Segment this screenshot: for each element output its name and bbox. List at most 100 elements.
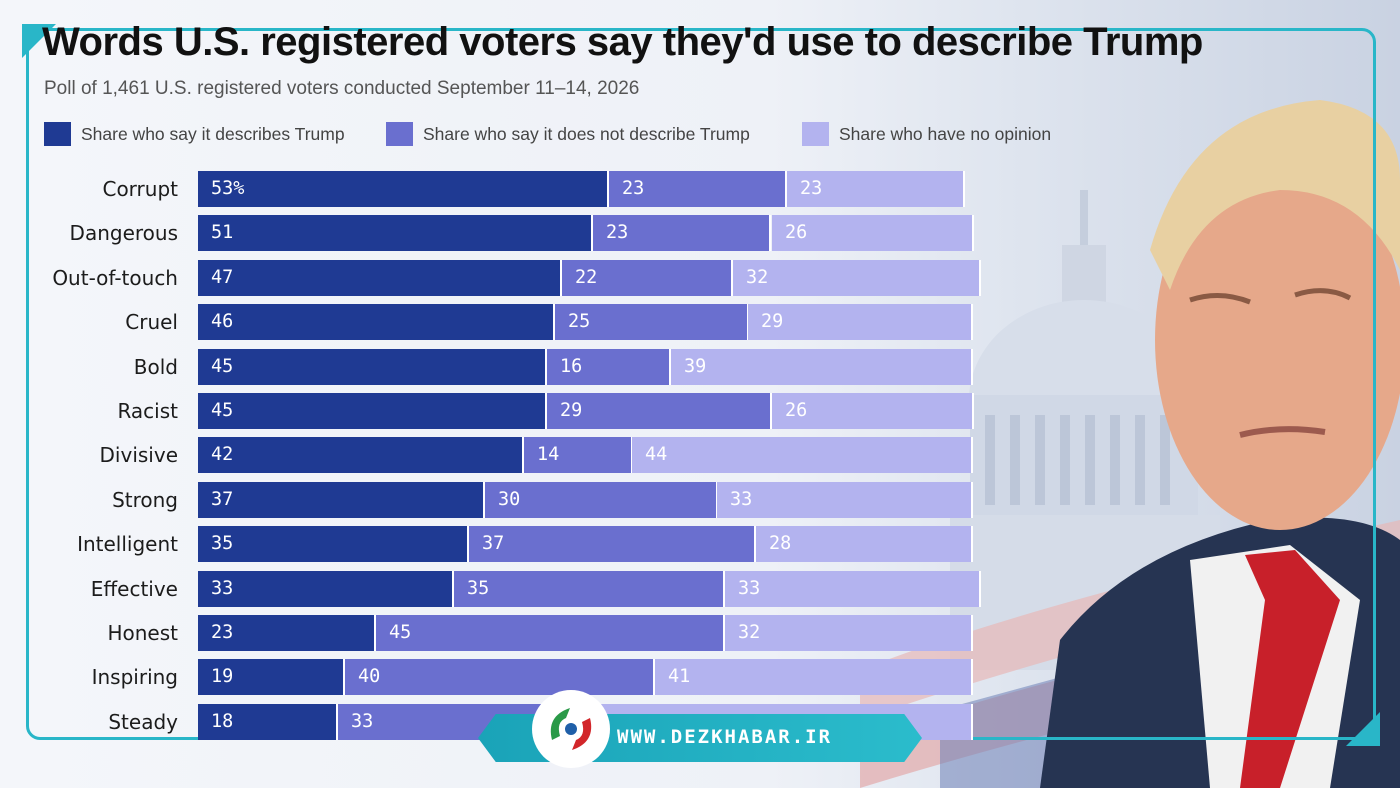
data-label-divisive-no-opinion: 44 bbox=[645, 444, 668, 465]
data-label-bold-no-opinion: 39 bbox=[684, 356, 707, 377]
bar-segment-cruel-does-not-describe: 25 bbox=[555, 304, 749, 340]
legend-swatch-no-opinion bbox=[802, 122, 829, 146]
bar-segment-effective-does-not-describe: 35 bbox=[454, 571, 725, 607]
data-label-racist-does-not-describe: 29 bbox=[560, 400, 583, 421]
bar-segment-out-of-touch-does-not-describe: 22 bbox=[562, 260, 733, 296]
bar-segment-out-of-touch-no-opinion: 32 bbox=[733, 260, 981, 296]
data-label-cruel-describes: 46 bbox=[211, 311, 234, 332]
legend-swatch-describes bbox=[44, 122, 71, 146]
bar-segment-corrupt-describes: 53% bbox=[198, 171, 609, 207]
category-label-honest: Honest bbox=[107, 621, 178, 645]
data-label-racist-no-opinion: 26 bbox=[785, 400, 808, 421]
bar-segment-cruel-no-opinion: 29 bbox=[748, 304, 973, 340]
data-label-dangerous-describes: 51 bbox=[211, 222, 234, 243]
bar-segment-dangerous-does-not-describe: 23 bbox=[593, 215, 771, 251]
bar-segment-divisive-no-opinion: 44 bbox=[632, 437, 973, 473]
bar-segment-racist-describes: 45 bbox=[198, 393, 547, 429]
bar-segment-honest-no-opinion: 32 bbox=[725, 615, 973, 651]
data-label-inspiring-describes: 19 bbox=[211, 666, 234, 687]
category-label-cruel: Cruel bbox=[125, 310, 178, 334]
legend-label-no-opinion: Share who have no opinion bbox=[839, 123, 1052, 144]
bar-segment-bold-describes: 45 bbox=[198, 349, 547, 385]
bar-segment-corrupt-no-opinion: 23 bbox=[787, 171, 965, 207]
bar-segment-bold-no-opinion: 39 bbox=[671, 349, 973, 385]
category-label-effective: Effective bbox=[90, 577, 178, 601]
legend-item-does-not-describe: Share who say it does not describe Trump bbox=[386, 122, 750, 146]
data-label-steady-describes: 18 bbox=[211, 711, 234, 732]
legend-item-describes: Share who say it describes Trump bbox=[44, 122, 345, 146]
data-label-divisive-does-not-describe: 14 bbox=[537, 444, 560, 465]
data-label-dangerous-no-opinion: 26 bbox=[785, 222, 808, 243]
data-label-honest-no-opinion: 32 bbox=[738, 622, 761, 643]
website-url[interactable]: WWW.DEZKHABAR.IR bbox=[617, 726, 833, 748]
bar-segment-inspiring-no-opinion: 41 bbox=[655, 659, 973, 695]
bar-segment-intelligent-no-opinion: 28 bbox=[756, 526, 973, 562]
data-label-intelligent-does-not-describe: 37 bbox=[482, 533, 505, 554]
data-label-strong-no-opinion: 33 bbox=[730, 489, 753, 510]
data-label-strong-describes: 37 bbox=[211, 489, 234, 510]
trump-portrait-image bbox=[1040, 100, 1400, 788]
data-label-inspiring-no-opinion: 41 bbox=[668, 666, 691, 687]
bar-segment-strong-describes: 37 bbox=[198, 482, 485, 518]
data-label-corrupt-describes: 53% bbox=[211, 178, 245, 199]
data-label-effective-describes: 33 bbox=[211, 578, 234, 599]
bar-segment-bold-does-not-describe: 16 bbox=[547, 349, 671, 385]
bar-segment-steady-describes: 18 bbox=[198, 704, 338, 740]
category-label-intelligent: Intelligent bbox=[77, 532, 178, 556]
data-label-honest-does-not-describe: 45 bbox=[389, 622, 412, 643]
bar-segment-strong-does-not-describe: 30 bbox=[485, 482, 718, 518]
data-label-intelligent-describes: 35 bbox=[211, 533, 234, 554]
chart-subtitle: Poll of 1,461 U.S. registered voters con… bbox=[44, 78, 640, 99]
data-label-honest-describes: 23 bbox=[211, 622, 234, 643]
data-label-effective-no-opinion: 33 bbox=[738, 578, 761, 599]
bar-segment-intelligent-describes: 35 bbox=[198, 526, 469, 562]
chart-title: Words U.S. registered voters say they'd … bbox=[42, 20, 1203, 64]
bar-segment-honest-does-not-describe: 45 bbox=[376, 615, 725, 651]
bar-segment-dangerous-no-opinion: 26 bbox=[772, 215, 974, 251]
data-label-cruel-no-opinion: 29 bbox=[761, 311, 784, 332]
bar-segment-out-of-touch-describes: 47 bbox=[198, 260, 562, 296]
category-label-steady: Steady bbox=[108, 710, 178, 734]
bar-segment-effective-describes: 33 bbox=[198, 571, 454, 607]
data-label-inspiring-does-not-describe: 40 bbox=[358, 666, 381, 687]
bar-segment-strong-no-opinion: 33 bbox=[717, 482, 973, 518]
data-label-cruel-does-not-describe: 25 bbox=[568, 311, 591, 332]
category-label-out-of-touch: Out-of-touch bbox=[52, 266, 178, 290]
data-label-out-of-touch-no-opinion: 32 bbox=[746, 267, 769, 288]
legend-label-does-not-describe: Share who say it does not describe Trump bbox=[423, 123, 750, 144]
legend-label-describes: Share who say it describes Trump bbox=[81, 123, 345, 144]
category-label-strong: Strong bbox=[112, 488, 178, 512]
data-label-dangerous-does-not-describe: 23 bbox=[606, 222, 629, 243]
data-label-intelligent-no-opinion: 28 bbox=[769, 533, 792, 554]
data-label-out-of-touch-describes: 47 bbox=[211, 267, 234, 288]
data-label-corrupt-no-opinion: 23 bbox=[800, 178, 823, 199]
bar-segment-divisive-describes: 42 bbox=[198, 437, 524, 473]
category-label-inspiring: Inspiring bbox=[91, 665, 178, 689]
bar-segment-inspiring-describes: 19 bbox=[198, 659, 345, 695]
category-label-racist: Racist bbox=[117, 399, 178, 423]
data-label-bold-does-not-describe: 16 bbox=[560, 356, 583, 377]
bar-segment-effective-no-opinion: 33 bbox=[725, 571, 981, 607]
dezkhabar-logo-icon bbox=[532, 690, 610, 768]
data-label-effective-does-not-describe: 35 bbox=[467, 578, 490, 599]
legend-item-no-opinion: Share who have no opinion bbox=[802, 122, 1051, 146]
data-label-divisive-describes: 42 bbox=[211, 444, 234, 465]
data-label-racist-describes: 45 bbox=[211, 400, 234, 421]
bar-segment-inspiring-does-not-describe: 40 bbox=[345, 659, 655, 695]
category-label-dangerous: Dangerous bbox=[69, 221, 178, 245]
category-label-divisive: Divisive bbox=[99, 443, 178, 467]
category-label-corrupt: Corrupt bbox=[102, 177, 178, 201]
legend-swatch-does-not-describe bbox=[386, 122, 413, 146]
bar-segment-honest-describes: 23 bbox=[198, 615, 376, 651]
data-label-bold-describes: 45 bbox=[211, 356, 234, 377]
data-label-steady-does-not-describe: 33 bbox=[351, 711, 374, 732]
bar-segment-racist-does-not-describe: 29 bbox=[547, 393, 772, 429]
bar-segment-divisive-does-not-describe: 14 bbox=[524, 437, 633, 473]
category-label-bold: Bold bbox=[133, 355, 178, 379]
data-label-corrupt-does-not-describe: 23 bbox=[622, 178, 645, 199]
bar-segment-corrupt-does-not-describe: 23 bbox=[609, 171, 787, 207]
bar-segment-dangerous-describes: 51 bbox=[198, 215, 593, 251]
bar-segment-intelligent-does-not-describe: 37 bbox=[469, 526, 756, 562]
bar-segment-racist-no-opinion: 26 bbox=[772, 393, 974, 429]
bar-segment-cruel-describes: 46 bbox=[198, 304, 555, 340]
